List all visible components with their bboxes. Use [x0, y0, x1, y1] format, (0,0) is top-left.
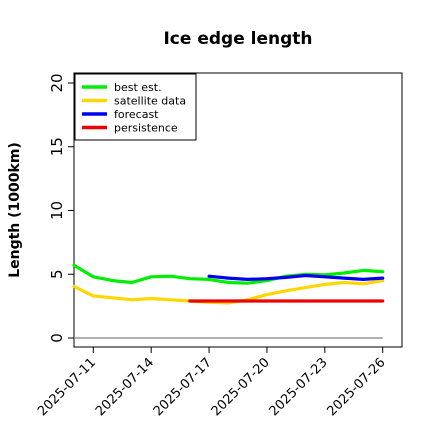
y-axis-label: Length (1000km) — [7, 142, 23, 278]
y-tick-label: 15 — [48, 137, 66, 156]
chart-title: Ice edge length — [163, 29, 312, 49]
x-tick-label: 2025-07-11 — [35, 355, 99, 419]
series-line-satellite-data — [72, 279, 385, 305]
y-tick-label: 0 — [48, 333, 66, 343]
legend: best est.satellite dataforecastpersisten… — [74, 73, 197, 141]
y-tick-label: 5 — [48, 269, 66, 279]
x-tick-label: 2025-07-14 — [93, 355, 157, 419]
legend-label-forecast: forecast — [114, 108, 159, 121]
series-line-forecast — [207, 273, 385, 281]
x-tick-label: 2025-07-20 — [209, 355, 273, 419]
x-tick-label: 2025-07-23 — [267, 355, 331, 419]
y-tick-label: 10 — [48, 201, 66, 220]
x-tick-label: 2025-07-17 — [151, 355, 215, 419]
legend-label-persistence: persistence — [114, 122, 178, 135]
legend-label-satellite-data: satellite data — [114, 95, 186, 108]
y-tick-label: 20 — [48, 73, 66, 92]
legend-label-best-est: best est. — [114, 81, 162, 94]
series-line-best-est — [72, 263, 385, 285]
x-tick-label: 2025-07-26 — [324, 355, 388, 419]
